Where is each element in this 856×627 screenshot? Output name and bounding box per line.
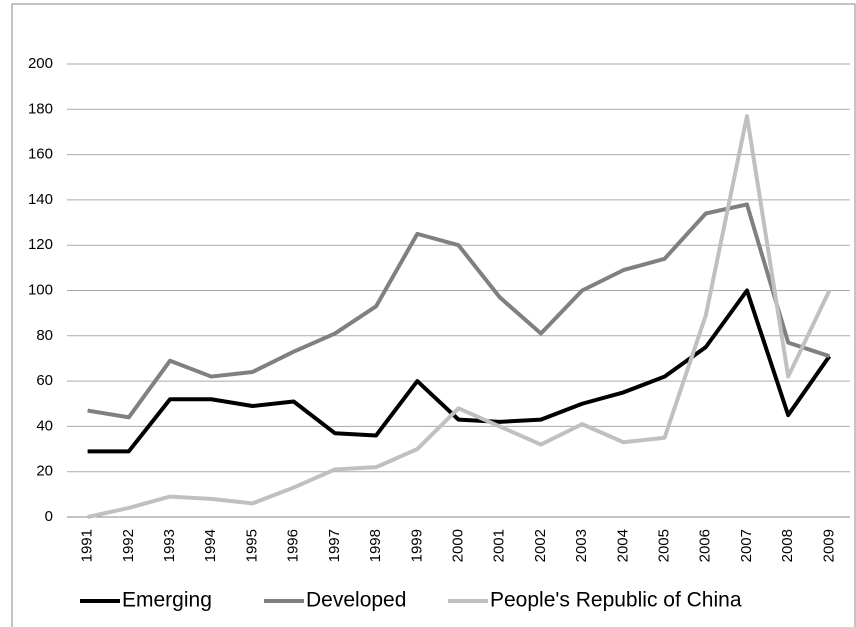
x-tick-label: 2002 — [532, 529, 549, 562]
x-tick-label: 2005 — [656, 529, 673, 562]
y-tick-label: 60 — [36, 372, 53, 389]
series-line — [87, 288, 832, 454]
x-tick-label: 2009 — [820, 529, 837, 562]
x-tick-label: 1993 — [161, 529, 178, 562]
x-tick-label: 2006 — [697, 529, 714, 562]
y-tick-label: 80 — [36, 327, 53, 344]
legend-label: Developed — [306, 589, 406, 612]
y-tick-label: 200 — [28, 55, 53, 72]
x-tick-label: 1998 — [367, 529, 384, 562]
x-tick-label: 1995 — [243, 529, 260, 562]
x-tick-label: 2004 — [614, 529, 631, 562]
x-tick-label: 1997 — [326, 529, 343, 562]
y-tick-label: 180 — [28, 100, 53, 117]
x-tick-label: 1999 — [408, 529, 425, 562]
x-tick-label: 1994 — [202, 529, 219, 562]
y-tick-label: 160 — [28, 146, 53, 163]
x-tick-label: 1992 — [120, 529, 137, 562]
chart-frame — [11, 3, 856, 627]
x-tick-label: 2003 — [573, 529, 590, 562]
x-tick-label: 1996 — [285, 529, 302, 562]
x-tick-label: 2008 — [779, 529, 796, 562]
y-tick-label: 140 — [28, 191, 53, 208]
y-tick-label: 40 — [36, 417, 53, 434]
y-tick-label: 0 — [45, 508, 53, 525]
y-tick-label: 100 — [28, 281, 53, 298]
y-tick-label: 20 — [36, 463, 53, 480]
x-tick-label: 2007 — [738, 529, 755, 562]
y-tick-label: 120 — [28, 236, 53, 253]
legend-label: People's Republic of China — [490, 589, 742, 612]
x-tick-label: 1991 — [79, 529, 96, 562]
x-tick-label: 2001 — [491, 529, 508, 562]
x-tick-label: 2000 — [449, 529, 466, 562]
series-line — [87, 202, 831, 420]
legend-label: Emerging — [122, 589, 212, 612]
series-line — [87, 114, 832, 519]
